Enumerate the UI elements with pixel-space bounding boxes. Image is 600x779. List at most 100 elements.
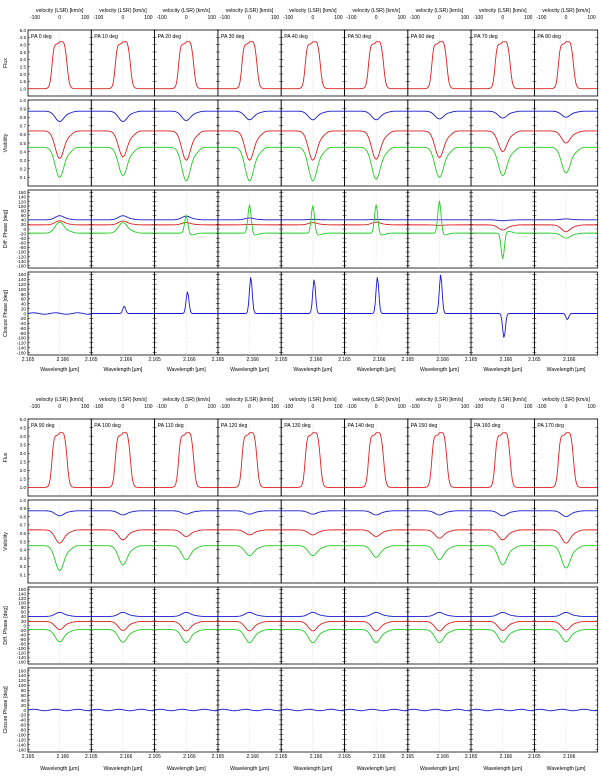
wavelength-tick-label: 2.165 (275, 357, 288, 363)
wavelength-tick-label: 2.166 (500, 357, 513, 363)
wavelength-axis-label: Wavelength [µm] (420, 367, 459, 373)
velocity-axis-label: velocity (LSR) [km/s] (352, 397, 400, 403)
velocity-tick-label: 100 (397, 15, 406, 21)
y-tick-label: 100 (18, 601, 26, 606)
y-tick-label: -80 (19, 245, 26, 250)
velocity-tick-label: -100 (30, 404, 40, 410)
y-tick-label: 80 (21, 208, 27, 213)
velocity-tick-label: -100 (410, 15, 420, 21)
velocity-tick-label: -100 (157, 404, 167, 410)
velocity-tick-label: -100 (536, 404, 546, 410)
velocity-tick-label: -100 (220, 404, 230, 410)
velocity-tick-label: -100 (473, 404, 483, 410)
panel-frame (345, 190, 408, 268)
wavelength-axis-label: Wavelength [µm] (104, 367, 143, 373)
velocity-tick-label: -100 (536, 15, 546, 21)
y-axis-label: Flux (3, 452, 9, 462)
pa-label: PA 110 deg (158, 423, 184, 429)
velocity-axis-label: velocity (LSR) [km/s] (479, 397, 527, 403)
velocity-tick-label: 100 (271, 15, 280, 21)
y-tick-label: 0.1 (20, 175, 27, 180)
velocity-axis-label: velocity (LSR) [km/s] (162, 8, 210, 14)
y-tick-label: 40 (21, 302, 27, 307)
wavelength-tick-label: 2.165 (85, 754, 98, 760)
diff_phase-line-long (218, 630, 281, 643)
wavelength-axis-label: Wavelength [µm] (420, 766, 459, 772)
velocity-axis-label: velocity (LSR) [km/s] (416, 8, 464, 14)
wavelength-tick-label: 2.165 (528, 357, 541, 363)
wavelength-tick-label: 2.166 (436, 754, 449, 760)
y-tick-label: 80 (21, 605, 27, 610)
y-tick-label: 60 (21, 213, 27, 218)
y-tick-label: -140 (17, 345, 27, 350)
y-tick-label: 1.0 (20, 98, 27, 103)
y-tick-label: 3.0 (20, 451, 27, 456)
diff_phase-line-short (534, 219, 597, 220)
pa-label: PA 90 deg (31, 423, 55, 429)
y-tick-label: 120 (18, 199, 26, 204)
y-tick-label: -100 (17, 733, 27, 738)
y-tick-label: 100 (18, 683, 26, 688)
velocity-tick-label: 0 (501, 15, 504, 21)
visibility-line-short (218, 511, 281, 514)
visibility-line-short (155, 511, 218, 514)
wavelength-tick-label: 2.165 (148, 754, 161, 760)
visibility-line-long (91, 147, 154, 175)
velocity-axis-label: velocity (LSR) [km/s] (226, 397, 274, 403)
wavelength-axis-label: Wavelength [µm] (104, 766, 143, 772)
velocity-axis-label: velocity (LSR) [km/s] (226, 8, 274, 14)
y-tick-label: 40 (21, 218, 27, 223)
y-tick-label: 20 (21, 306, 27, 311)
velocity-tick-label: 0 (375, 15, 378, 21)
velocity-axis-label: velocity (LSR) [km/s] (352, 8, 400, 14)
wavelength-axis-label: Wavelength [µm] (547, 367, 586, 373)
y-tick-label: 20 (21, 619, 27, 624)
pa-label: PA 10 deg (94, 34, 118, 40)
diff_phase-line-long (345, 630, 408, 643)
y-tick-label: 0 (23, 227, 26, 232)
y-axis-label: Diff. Phase [deg] (3, 209, 9, 248)
y-tick-label: 4.5 (20, 35, 27, 40)
velocity-axis-label: velocity (LSR) [km/s] (99, 8, 147, 14)
velocity-tick-label: 0 (122, 404, 125, 410)
y-tick-label: 3.5 (20, 50, 27, 55)
visibility-line-short (534, 111, 597, 117)
wavelength-tick-label: 2.166 (246, 754, 259, 760)
velocity-tick-label: 0 (185, 15, 188, 21)
velocity-tick-label: -100 (93, 404, 103, 410)
wavelength-tick-label: 2.166 (57, 357, 70, 363)
pa-label: PA 70 deg (474, 34, 498, 40)
y-tick-label: 60 (21, 610, 27, 615)
y-tick-label: 0.2 (20, 167, 27, 172)
velocity-tick-label: -100 (93, 15, 103, 21)
wavelength-tick-label: 2.166 (183, 754, 196, 760)
velocity-tick-label: -100 (220, 15, 230, 21)
y-tick-label: -20 (19, 628, 26, 633)
velocity-tick-label: 0 (58, 15, 61, 21)
y-tick-label: 0.8 (20, 514, 27, 519)
velocity-tick-label: 0 (565, 404, 568, 410)
y-tick-label: 1.0 (20, 86, 27, 91)
y-axis-label: Diff. Phase [deg] (3, 606, 9, 645)
y-tick-label: -140 (17, 259, 27, 264)
y-tick-label: -160 (17, 747, 27, 752)
y-tick-label: -40 (19, 632, 26, 637)
velocity-axis-label: velocity (LSR) [km/s] (542, 397, 590, 403)
wavelength-tick-label: 2.166 (373, 357, 386, 363)
velocity-tick-label: -100 (347, 404, 357, 410)
velocity-tick-label: 100 (524, 15, 533, 21)
y-tick-label: -100 (17, 336, 27, 341)
velocity-tick-label: 100 (461, 15, 470, 21)
velocity-tick-label: 0 (438, 15, 441, 21)
velocity-tick-label: -100 (283, 15, 293, 21)
velocity-axis-label: velocity (LSR) [km/s] (479, 8, 527, 14)
visibility-line-long (534, 546, 597, 568)
wavelength-tick-label: 2.165 (22, 357, 35, 363)
wavelength-tick-label: 2.165 (148, 357, 161, 363)
y-tick-label: 0.9 (20, 106, 27, 111)
velocity-tick-label: 0 (438, 404, 441, 410)
y-tick-label: -160 (17, 660, 27, 665)
y-tick-label: 5.0 (20, 28, 27, 33)
wavelength-axis-label: Wavelength [µm] (483, 766, 522, 772)
velocity-tick-label: 0 (122, 15, 125, 21)
